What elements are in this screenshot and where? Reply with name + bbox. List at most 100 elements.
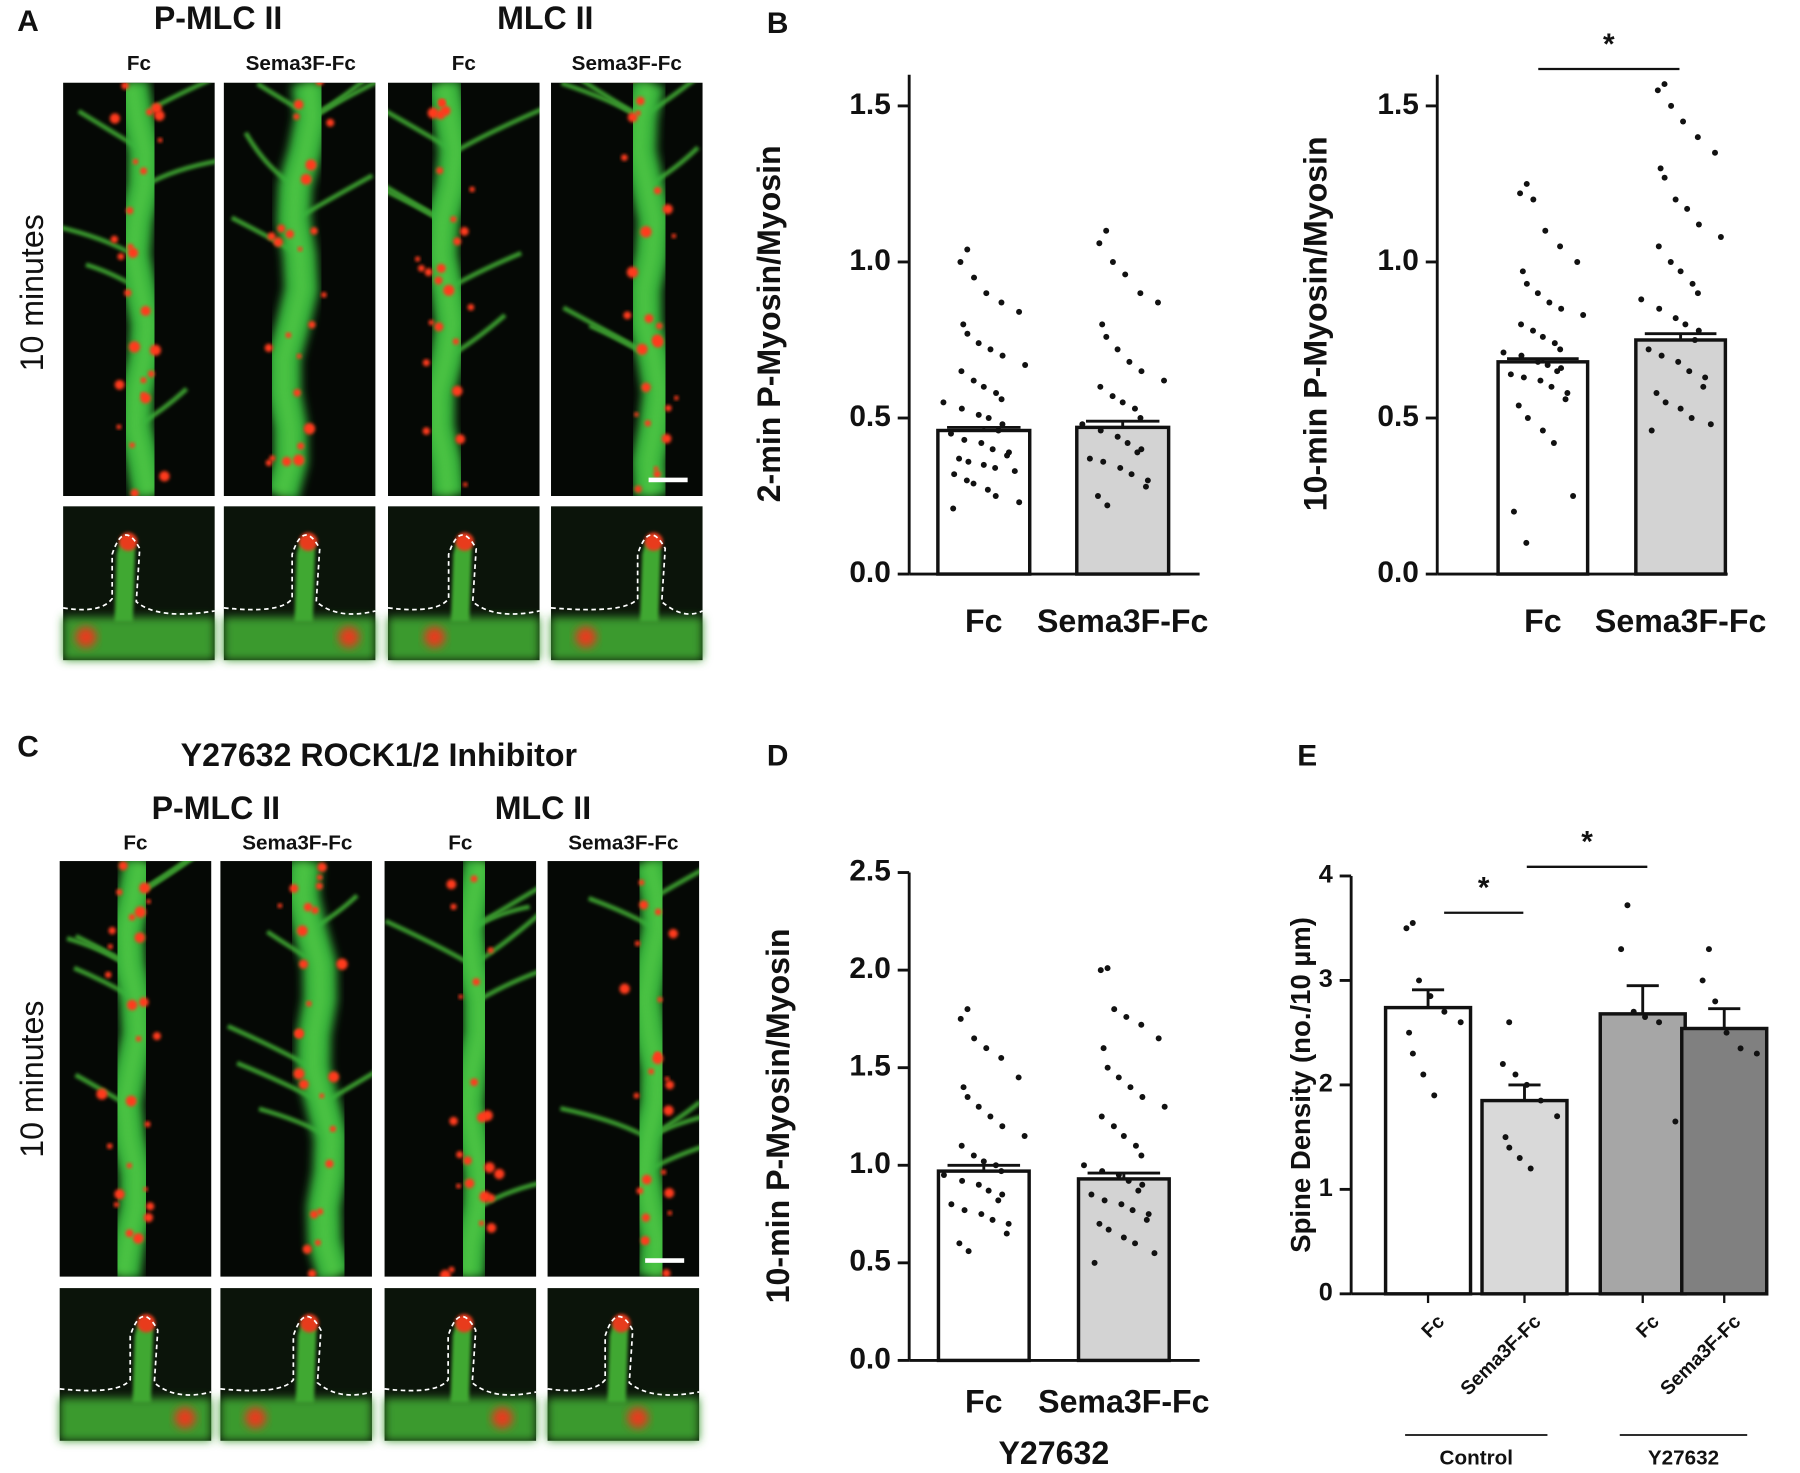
bar xyxy=(1598,1012,1687,1296)
puncta xyxy=(455,532,474,551)
puncta xyxy=(494,1168,505,1180)
data-point xyxy=(1723,1029,1730,1036)
puncta xyxy=(633,1092,640,1099)
data-point xyxy=(958,368,965,375)
data-point xyxy=(1137,290,1144,297)
puncta xyxy=(140,305,151,316)
data-point xyxy=(987,346,994,353)
scale-bar xyxy=(645,1258,685,1263)
puncta xyxy=(106,1143,113,1149)
puncta xyxy=(636,343,648,355)
dendrite-core xyxy=(460,861,488,1277)
data-point xyxy=(1537,1097,1544,1104)
data-point xyxy=(1088,1191,1095,1198)
data-point xyxy=(1122,271,1129,278)
data-point xyxy=(956,1240,963,1247)
data-point xyxy=(1694,134,1701,141)
data-point xyxy=(1562,396,1569,403)
puncta xyxy=(277,903,283,909)
puncta xyxy=(484,1162,495,1173)
spine-outline xyxy=(62,534,215,615)
puncta xyxy=(307,1269,317,1277)
puncta xyxy=(414,256,421,262)
data-point xyxy=(1114,346,1121,353)
spine xyxy=(132,1318,154,1403)
puncta xyxy=(424,626,445,648)
data-point xyxy=(1431,1092,1438,1099)
puncta xyxy=(434,276,443,285)
data-point xyxy=(978,439,985,446)
micrograph xyxy=(384,847,537,1277)
spine-outline xyxy=(387,534,540,615)
data-point xyxy=(998,396,1005,403)
y-tick-label: 1.5 xyxy=(849,1050,890,1083)
puncta xyxy=(575,626,597,648)
puncta xyxy=(316,874,323,881)
error-bar xyxy=(1626,984,1659,1014)
bar xyxy=(1076,1177,1171,1363)
data-point xyxy=(1079,421,1086,428)
dendrite-core xyxy=(124,82,156,497)
data-point xyxy=(1537,377,1544,384)
data-point xyxy=(1656,1019,1663,1026)
puncta xyxy=(132,158,139,165)
data-point xyxy=(951,471,958,478)
data-point xyxy=(999,352,1006,359)
puncta xyxy=(621,154,628,161)
data-point xyxy=(1574,258,1581,265)
puncta xyxy=(113,1201,120,1208)
spine-outline xyxy=(547,1315,700,1396)
data-point xyxy=(1103,333,1110,340)
data-point xyxy=(1005,1220,1012,1227)
data-point xyxy=(1630,1008,1637,1015)
puncta xyxy=(325,1159,334,1168)
data-point xyxy=(971,274,978,281)
puncta xyxy=(439,1269,451,1277)
puncta xyxy=(496,847,506,857)
micrograph xyxy=(220,861,372,1277)
puncta xyxy=(265,459,273,467)
puncta xyxy=(297,442,305,450)
data-point xyxy=(959,1177,966,1184)
panel-label: D xyxy=(767,740,789,773)
data-point xyxy=(1126,358,1133,365)
x-tick-label: Fc xyxy=(1632,1311,1664,1343)
puncta xyxy=(114,379,125,390)
data-point xyxy=(1677,405,1684,412)
puncta xyxy=(451,385,463,397)
data-point xyxy=(1539,333,1546,340)
data-point xyxy=(1109,393,1116,400)
data-point xyxy=(1515,402,1522,409)
puncta xyxy=(479,1191,491,1203)
y-tick-label: 2 xyxy=(1319,1070,1333,1098)
spine-crop xyxy=(550,506,703,661)
puncta xyxy=(300,1314,319,1333)
data-point xyxy=(1558,305,1565,312)
data-point xyxy=(1104,502,1111,509)
puncta xyxy=(640,226,652,238)
puncta xyxy=(449,1116,458,1126)
data-point xyxy=(1457,1019,1464,1026)
data-point xyxy=(1110,1123,1117,1130)
condition-label: Sema3F-Fc xyxy=(242,831,352,854)
dendrite-core xyxy=(637,861,666,1277)
x-tick-label: Sema3F-Fc xyxy=(1656,1311,1745,1400)
puncta xyxy=(316,1208,324,1215)
puncta xyxy=(140,392,151,404)
bar xyxy=(1634,338,1728,576)
puncta xyxy=(147,370,155,378)
spine-outline xyxy=(384,1315,537,1396)
error-bar xyxy=(947,1163,1021,1172)
puncta xyxy=(315,82,324,86)
data-point xyxy=(1138,1021,1145,1028)
puncta xyxy=(458,994,464,1000)
data-point xyxy=(1134,449,1141,456)
data-point xyxy=(947,430,954,437)
data-point xyxy=(1557,346,1564,353)
data-point xyxy=(1138,368,1145,375)
puncta xyxy=(487,947,494,954)
bar xyxy=(1496,360,1590,576)
x-tick-label: Fc xyxy=(1524,603,1562,639)
data-point xyxy=(958,405,965,412)
puncta xyxy=(273,237,283,247)
